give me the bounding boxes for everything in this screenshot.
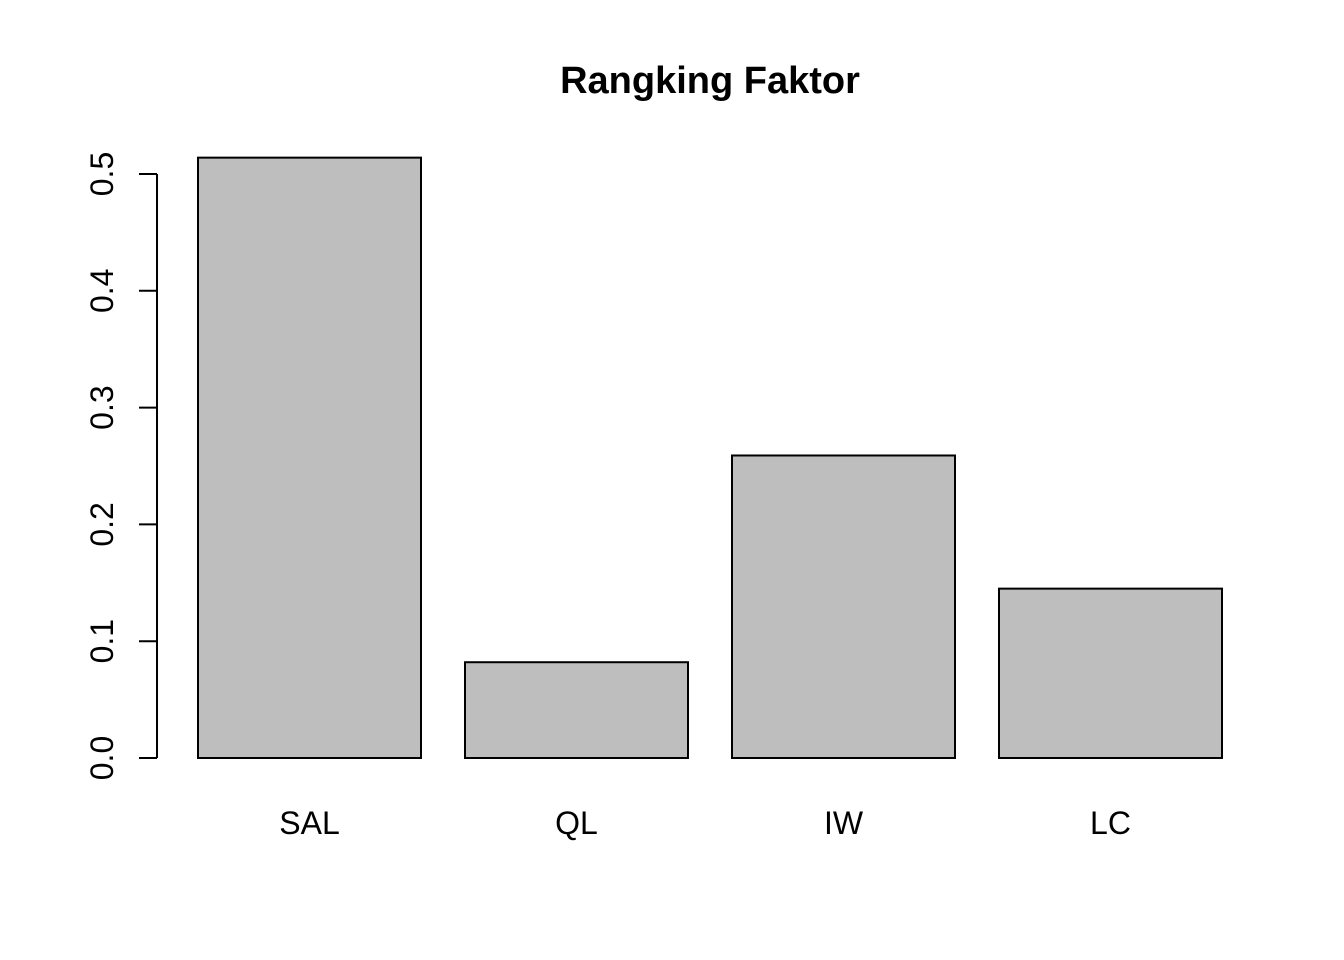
y-tick-label: 0.0 <box>84 736 120 780</box>
bar-sal <box>197 156 422 759</box>
x-axis-labels: SAL QL IW LC <box>279 805 1131 841</box>
x-category-label: SAL <box>279 805 339 841</box>
y-tick-label: 0.4 <box>84 269 120 313</box>
bar-lc <box>998 587 1223 760</box>
bar-ql <box>464 661 689 759</box>
x-category-label: LC <box>1090 805 1131 841</box>
y-tick-label: 0.5 <box>84 152 120 196</box>
y-tick-label: 0.2 <box>84 502 120 546</box>
bar-iw <box>731 454 956 759</box>
x-category-label: IW <box>824 805 864 841</box>
chart-title: Rangking Faktor <box>560 60 860 102</box>
y-axis: 0.0 0.1 0.2 0.3 0.4 0.5 <box>84 152 158 780</box>
y-tick-label: 0.1 <box>84 619 120 663</box>
y-tick-label: 0.3 <box>84 385 120 429</box>
bars-group <box>197 156 1223 760</box>
x-category-label: QL <box>555 805 598 841</box>
